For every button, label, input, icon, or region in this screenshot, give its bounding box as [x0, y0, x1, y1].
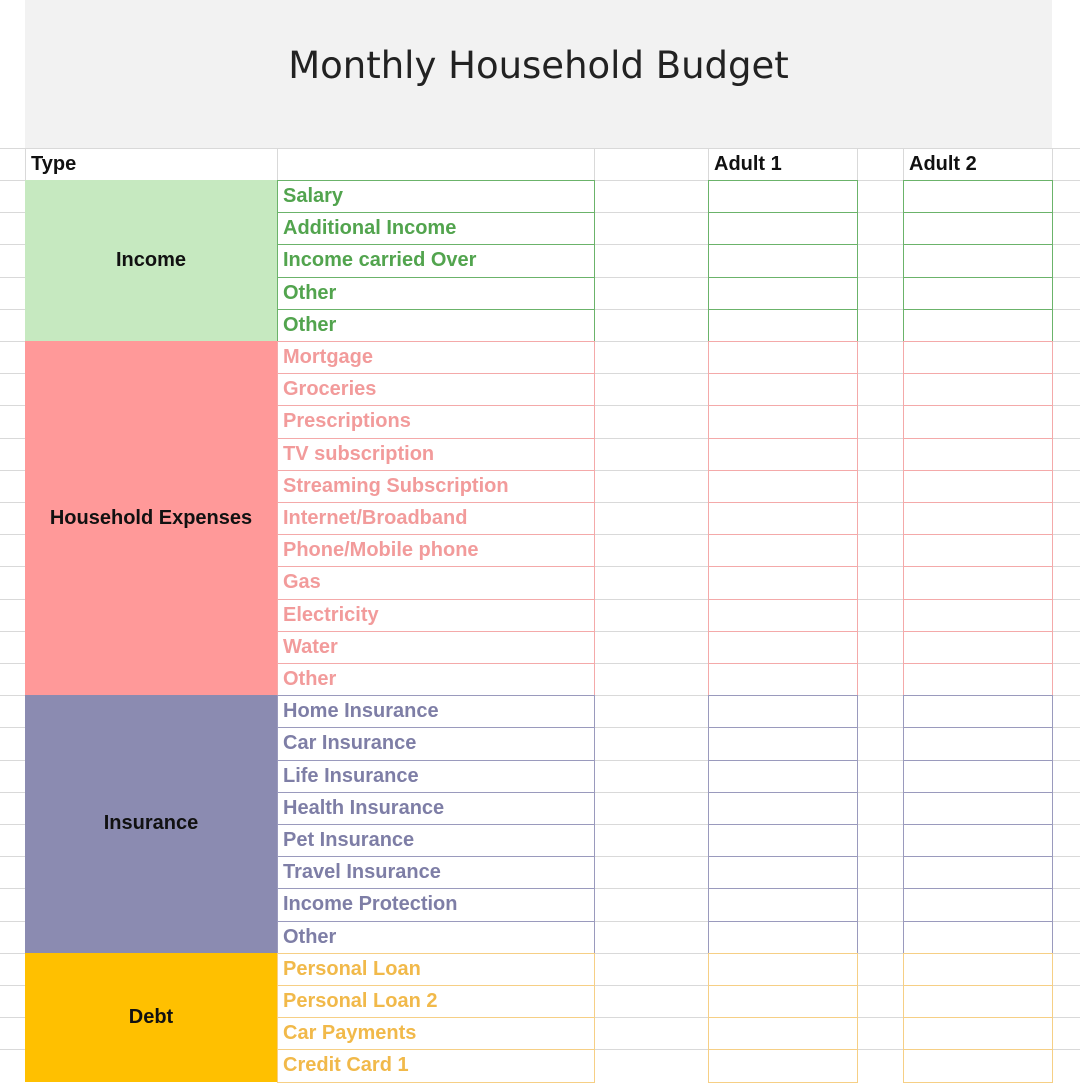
adult-2-amount-cell[interactable] — [903, 534, 1053, 568]
header-type[interactable]: Type — [31, 153, 77, 175]
adult-1-amount-cell[interactable] — [708, 920, 858, 954]
adult-2-amount-cell[interactable] — [903, 630, 1053, 664]
group-household-expenses[interactable]: Household Expenses — [25, 341, 277, 696]
budget-item-label[interactable]: Travel Insurance — [277, 856, 595, 890]
adult-2-amount-cell[interactable] — [903, 212, 1053, 246]
adult-1-amount-cell[interactable] — [708, 630, 858, 664]
adult-2-amount-cell[interactable] — [903, 824, 1053, 858]
group-label: Income — [115, 249, 187, 271]
adult-1-amount-cell[interactable] — [708, 598, 858, 632]
budget-item-label[interactable]: Phone/Mobile phone — [277, 534, 595, 568]
budget-item-label[interactable]: Other — [277, 276, 595, 310]
adult-1-amount-cell[interactable] — [708, 759, 858, 793]
header-adult-2[interactable]: Adult 2 — [909, 153, 977, 175]
adult-1-amount-cell[interactable] — [708, 244, 858, 278]
budget-item-label[interactable]: Streaming Subscription — [277, 469, 595, 503]
budget-item-label[interactable]: Income carried Over — [277, 244, 595, 278]
budget-item-label[interactable]: Gas — [277, 566, 595, 600]
adult-2-amount-cell[interactable] — [903, 502, 1053, 536]
adult-2-amount-cell[interactable] — [903, 1017, 1053, 1051]
adult-2-amount-cell[interactable] — [903, 695, 1053, 729]
adult-2-amount-cell[interactable] — [903, 180, 1053, 214]
budget-item-label[interactable]: Life Insurance — [277, 759, 595, 793]
budget-item-label[interactable]: Other — [277, 920, 595, 954]
adult-2-amount-cell[interactable] — [903, 952, 1053, 986]
adult-1-amount-cell[interactable] — [708, 502, 858, 536]
adult-2-amount-cell[interactable] — [903, 663, 1053, 697]
adult-1-amount-cell[interactable] — [708, 952, 858, 986]
budget-item-label[interactable]: Car Insurance — [277, 727, 595, 761]
budget-item-label[interactable]: Pet Insurance — [277, 824, 595, 858]
budget-item-label[interactable]: Home Insurance — [277, 695, 595, 729]
adult-2-amount-cell[interactable] — [903, 566, 1053, 600]
adult-2-amount-cell[interactable] — [903, 244, 1053, 278]
budget-item-label[interactable]: Income Protection — [277, 888, 595, 922]
adult-1-amount-cell[interactable] — [708, 985, 858, 1019]
adult-2-amount-cell[interactable] — [903, 920, 1053, 954]
budget-item-label[interactable]: Personal Loan — [277, 952, 595, 986]
budget-item-label[interactable]: Groceries — [277, 373, 595, 407]
adult-2-amount-cell[interactable] — [903, 341, 1053, 375]
adult-2-amount-cell[interactable] — [903, 598, 1053, 632]
budget-item-label[interactable]: Personal Loan 2 — [277, 985, 595, 1019]
adult-1-amount-cell[interactable] — [708, 308, 858, 342]
adult-1-amount-cell[interactable] — [708, 276, 858, 310]
page-title: Monthly Household Budget — [288, 44, 789, 87]
budget-item-label[interactable]: Other — [277, 663, 595, 697]
adult-1-amount-cell[interactable] — [708, 180, 858, 214]
budget-item-label[interactable]: TV subscription — [277, 437, 595, 471]
budget-item-label[interactable]: Mortgage — [277, 341, 595, 375]
adult-2-amount-cell[interactable] — [903, 469, 1053, 503]
adult-2-amount-cell[interactable] — [903, 308, 1053, 342]
adult-1-amount-cell[interactable] — [708, 791, 858, 825]
adult-2-amount-cell[interactable] — [903, 791, 1053, 825]
adult-1-amount-cell[interactable] — [708, 888, 858, 922]
adult-1-amount-cell[interactable] — [708, 534, 858, 568]
budget-item-label[interactable]: Car Payments — [277, 1017, 595, 1051]
budget-item-label[interactable]: Additional Income — [277, 212, 595, 246]
budget-item-label[interactable]: Other — [277, 308, 595, 342]
group-insurance[interactable]: Insurance — [25, 695, 277, 953]
title-banner — [25, 0, 1052, 148]
group-income[interactable]: Income — [25, 180, 277, 341]
adult-2-amount-cell[interactable] — [903, 856, 1053, 890]
adult-2-amount-cell[interactable] — [903, 405, 1053, 439]
adult-1-amount-cell[interactable] — [708, 437, 858, 471]
adult-1-amount-cell[interactable] — [708, 824, 858, 858]
budget-item-label[interactable]: Salary — [277, 180, 595, 214]
header-adult-1[interactable]: Adult 1 — [714, 153, 782, 175]
adult-1-amount-cell[interactable] — [708, 1017, 858, 1051]
adult-2-amount-cell[interactable] — [903, 1049, 1053, 1083]
adult-1-amount-cell[interactable] — [708, 212, 858, 246]
adult-1-amount-cell[interactable] — [708, 566, 858, 600]
group-debt[interactable]: Debt — [25, 952, 277, 1082]
adult-1-amount-cell[interactable] — [708, 727, 858, 761]
adult-1-amount-cell[interactable] — [708, 341, 858, 375]
adult-2-amount-cell[interactable] — [903, 985, 1053, 1019]
adult-2-amount-cell[interactable] — [903, 373, 1053, 407]
adult-1-amount-cell[interactable] — [708, 1049, 858, 1083]
budget-item-label[interactable]: Health Insurance — [277, 791, 595, 825]
group-label: Insurance — [103, 812, 199, 835]
group-label: Debt — [128, 1005, 174, 1028]
adult-2-amount-cell[interactable] — [903, 888, 1053, 922]
adult-2-amount-cell[interactable] — [903, 759, 1053, 793]
budget-item-label[interactable]: Credit Card 1 — [277, 1049, 595, 1083]
adult-1-amount-cell[interactable] — [708, 405, 858, 439]
adult-1-amount-cell[interactable] — [708, 469, 858, 503]
budget-item-label[interactable]: Electricity — [277, 598, 595, 632]
adult-2-amount-cell[interactable] — [903, 727, 1053, 761]
adult-1-amount-cell[interactable] — [708, 373, 858, 407]
gridline — [0, 148, 1080, 149]
group-label: Household Expenses — [49, 506, 253, 529]
budget-item-label[interactable]: Prescriptions — [277, 405, 595, 439]
budget-item-label[interactable]: Internet/Broadband — [277, 502, 595, 536]
adult-1-amount-cell[interactable] — [708, 856, 858, 890]
adult-1-amount-cell[interactable] — [708, 663, 858, 697]
adult-2-amount-cell[interactable] — [903, 276, 1053, 310]
adult-1-amount-cell[interactable] — [708, 695, 858, 729]
adult-2-amount-cell[interactable] — [903, 437, 1053, 471]
budget-item-label[interactable]: Water — [277, 630, 595, 664]
